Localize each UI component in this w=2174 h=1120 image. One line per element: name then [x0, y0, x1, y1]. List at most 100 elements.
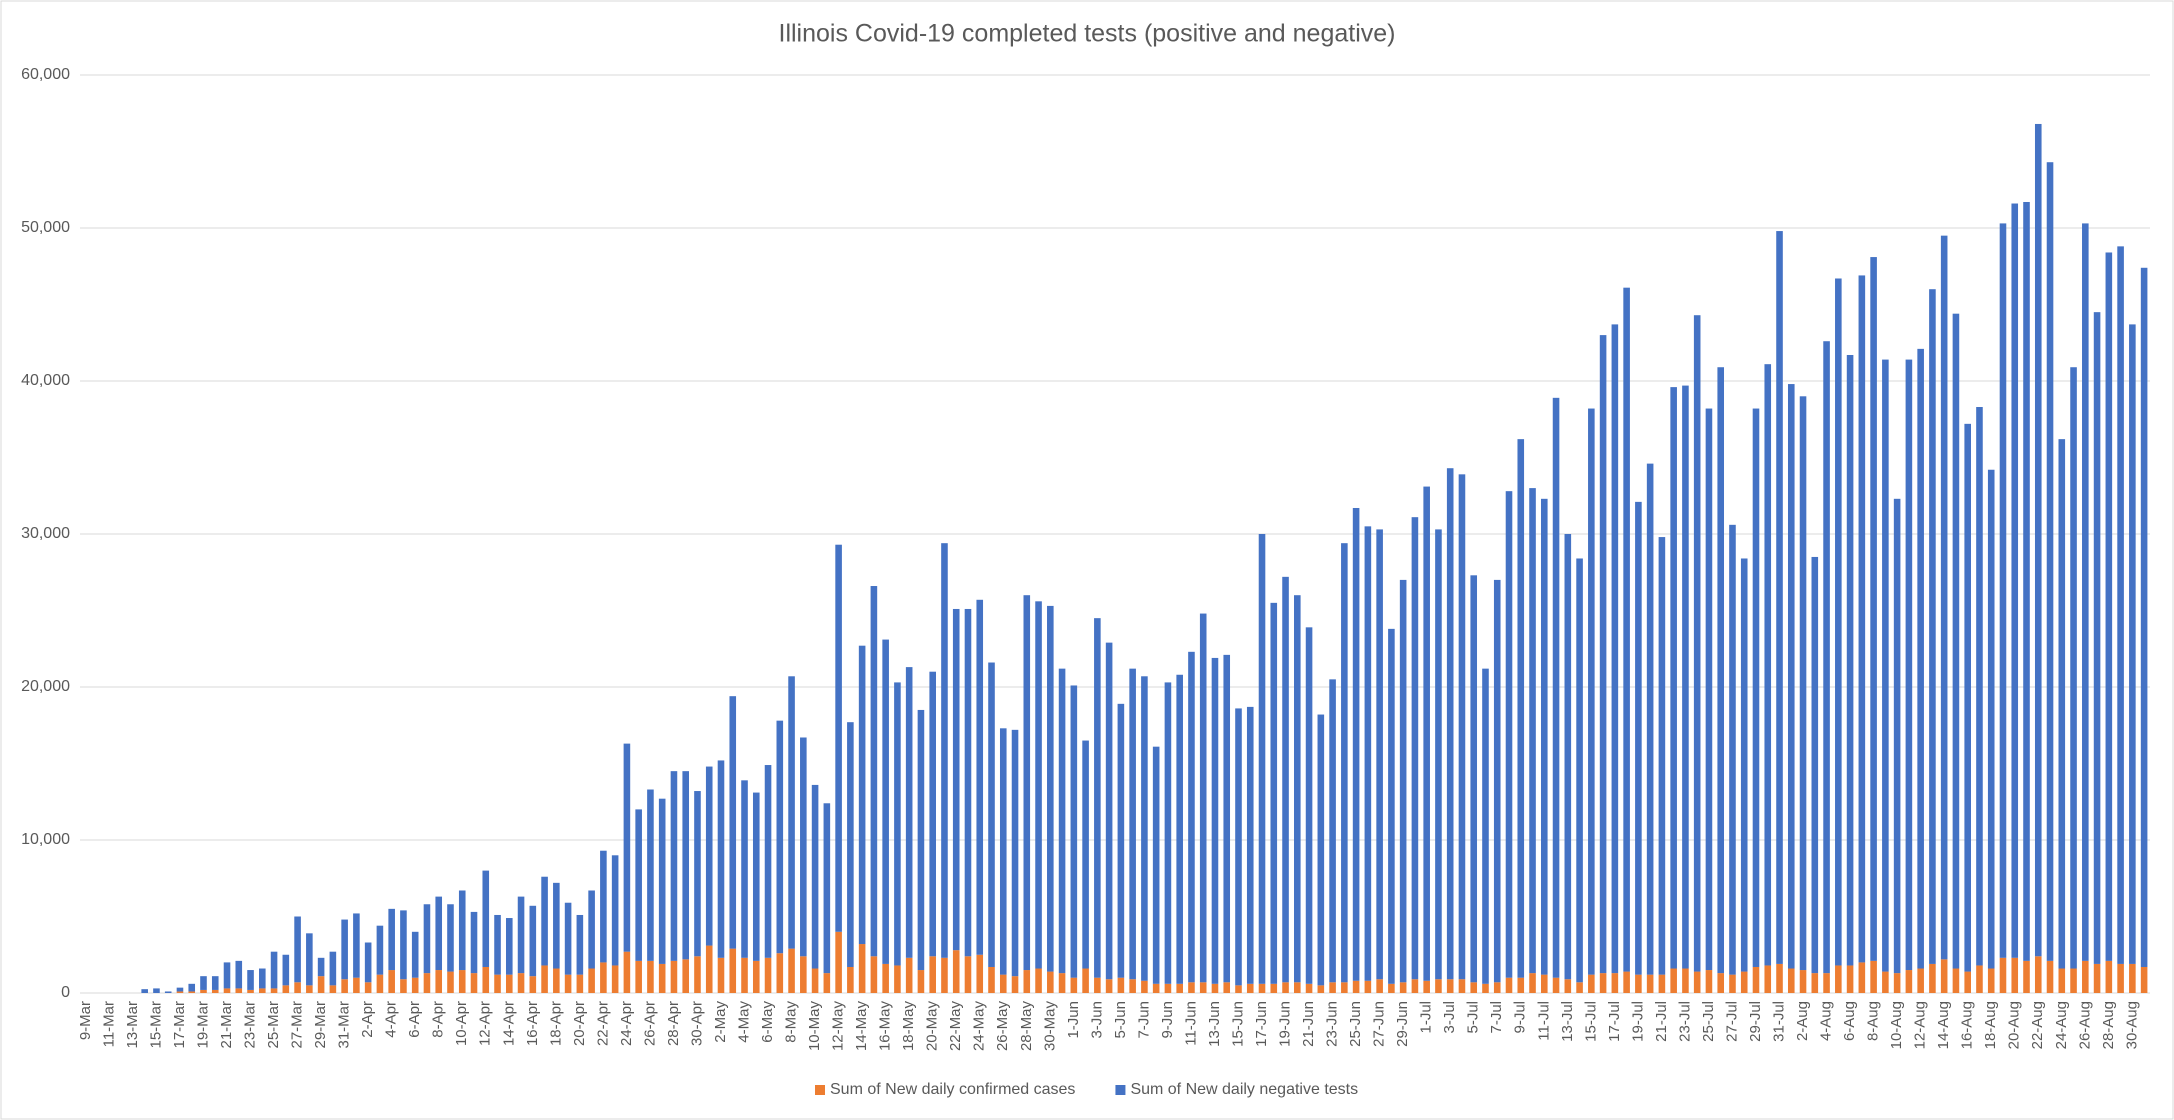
bar-segment [1835, 278, 1842, 966]
bar-segment [2011, 957, 2019, 993]
bar-segment [458, 970, 466, 993]
bar-segment [306, 985, 313, 993]
bar-segment [600, 962, 607, 993]
x-tick-label: 1-Jul [1418, 1001, 1435, 1034]
x-tick-label: 1-Jun [1065, 1001, 1082, 1039]
bar-segment [1905, 359, 1913, 971]
bar-segment [976, 599, 984, 955]
bar-segment [1423, 486, 1430, 981]
bar-segment [2034, 123, 2042, 957]
bar-segment [705, 766, 713, 946]
bar-segment [1199, 613, 1207, 983]
bar-segment [376, 974, 384, 993]
bar-segment [705, 945, 713, 993]
bar-segment [1035, 601, 1042, 969]
bar-segment [1305, 983, 1313, 993]
bar-segment [1705, 408, 1713, 971]
bar-segment [1940, 235, 1948, 960]
bar-segment [235, 960, 243, 989]
bar-segment [1470, 982, 1478, 993]
x-tick-label: 14-May [853, 1001, 870, 1052]
bar-segment [353, 913, 360, 978]
bar-segment [1188, 651, 1195, 983]
bar-segment [1493, 982, 1501, 993]
bar-segment [1493, 579, 1501, 983]
bar-segment [376, 925, 384, 975]
bar-segment [1388, 983, 1395, 993]
bar-segment [1282, 576, 1289, 983]
x-tick-label: 29-Jul [1747, 1001, 1764, 1042]
bar-segment [694, 791, 701, 957]
x-tick-label: 27-Mar [289, 1001, 306, 1049]
x-tick-label: 28-May [1018, 1001, 1035, 1052]
x-tick-label: 30-Aug [2123, 1001, 2140, 1049]
bar-segment [2023, 960, 2030, 993]
x-tick-label: 22-Aug [2029, 1001, 2046, 1049]
x-tick-label: 25-Mar [265, 1001, 282, 1049]
x-tick-label: 19-Jun [1277, 1001, 1294, 1047]
bar-segment [1329, 982, 1336, 993]
bar-segment [752, 960, 760, 993]
bar-segment [211, 989, 219, 993]
x-tick-label: 18-Apr [547, 1001, 564, 1046]
bar-segment [2082, 960, 2089, 993]
bar-segment [364, 982, 372, 993]
x-tick-label: 5-Jun [1112, 1001, 1129, 1039]
bar-segment [764, 765, 772, 958]
bar-segment [941, 543, 948, 958]
bar-segment [729, 696, 737, 949]
bar-segment [905, 667, 913, 958]
bar-segment [2117, 963, 2124, 993]
bar-segment [2105, 252, 2113, 961]
bar-segment [611, 965, 619, 993]
bar-segment [870, 956, 878, 993]
bar-segment [1635, 501, 1642, 975]
bar-segment [1870, 257, 1877, 961]
bar-segment [1893, 973, 1901, 993]
x-tick-label: 10-Apr [453, 1001, 470, 1046]
bar-segment [1105, 642, 1113, 980]
x-tick-label: 10-May [806, 1001, 823, 1052]
x-tick-label: 25-Jul [1700, 1001, 1717, 1042]
bar-segment [235, 988, 243, 993]
x-tick-label: 17-Jun [1253, 1001, 1270, 1047]
x-tick-label: 6-May [759, 1001, 776, 1043]
bar-segment [529, 976, 537, 993]
bar-segment [776, 720, 784, 954]
bar-segment [1529, 973, 1536, 993]
bar-segment [270, 951, 278, 989]
bar-segment [1352, 507, 1360, 981]
x-tick-label: 18-May [900, 1001, 917, 1052]
bar-segment [2105, 960, 2113, 993]
bar-segment [1058, 668, 1066, 974]
x-tick-label: 15-Mar [147, 1001, 164, 1049]
bar-segment [1917, 968, 1924, 993]
bar-segment [1176, 983, 1183, 993]
bar-segment [1740, 558, 1748, 972]
x-tick-label: 2-Aug [1794, 1001, 1811, 1041]
bar-segment [894, 965, 901, 993]
bar-segment [1823, 973, 1830, 993]
x-tick-label: 13-Mar [124, 1001, 141, 1049]
bar-segment [905, 957, 913, 993]
bar-segment [1246, 983, 1254, 993]
bar-segment [1717, 367, 1725, 974]
bar-segment [364, 942, 372, 983]
x-tick-label: 11-Jul [1535, 1001, 1552, 1041]
bar-segment [211, 976, 219, 990]
bar-segment [1858, 962, 1866, 993]
bar-segment [611, 855, 619, 966]
bar-segment [1341, 543, 1348, 983]
bar-segment [1564, 979, 1572, 993]
bar-segment [1364, 980, 1372, 993]
bar-segment [1082, 740, 1089, 969]
bar-segment [1070, 977, 1078, 993]
x-tick-label: 22-Apr [594, 1001, 611, 1046]
bar-segment [1987, 469, 1995, 969]
bar-segment [482, 966, 490, 993]
bar-segment [1235, 985, 1242, 993]
bar-segment [1929, 963, 1936, 993]
bar-segment [1070, 685, 1078, 978]
bar-segment [1329, 679, 1336, 983]
bar-segment [1658, 537, 1666, 975]
